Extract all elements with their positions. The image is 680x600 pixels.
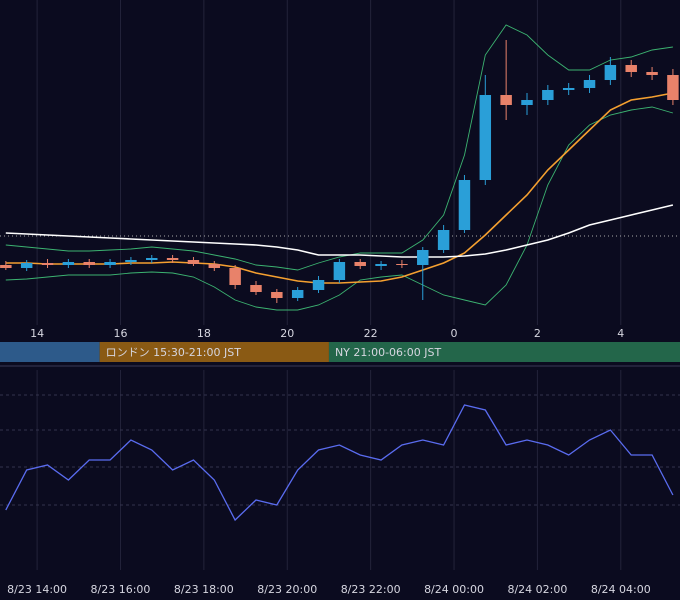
- candle-body: [0, 265, 12, 268]
- indicator-line: [5, 404, 674, 522]
- candle-body: [312, 280, 325, 290]
- x-tick-label: 8/24 02:00: [507, 583, 567, 596]
- candle-body: [458, 180, 471, 230]
- candle-body: [562, 88, 575, 90]
- candle-body: [83, 262, 95, 265]
- candle-body: [208, 264, 221, 268]
- indicator-line: [5, 106, 674, 311]
- candle-body: [604, 65, 617, 80]
- candle-body: [646, 72, 658, 75]
- candle-body: [166, 258, 179, 260]
- candle-body: [500, 95, 512, 105]
- candle-body: [41, 263, 54, 265]
- candle-body: [146, 258, 158, 260]
- x-tick-label: 8/24 00:00: [424, 583, 484, 596]
- session-label: ロンドン 15:30-21:00 JST: [106, 346, 242, 359]
- session-band: [328, 342, 680, 362]
- x-tick-label: 8/23 18:00: [174, 583, 234, 596]
- candle-body: [396, 264, 408, 265]
- x-tick-label: 4: [617, 327, 624, 340]
- candle-body: [375, 264, 387, 266]
- candle-body: [437, 230, 450, 250]
- candle-body: [229, 268, 241, 285]
- candle-body: [333, 262, 346, 280]
- candle-body: [271, 292, 283, 298]
- candle-body: [479, 95, 492, 180]
- x-tick-label: 20: [280, 327, 294, 340]
- candle-body: [62, 262, 75, 265]
- x-tick-label: 8/24 04:00: [591, 583, 651, 596]
- x-tick-label: 22: [364, 327, 378, 340]
- x-tick-label: 14: [30, 327, 44, 340]
- x-tick-label: 8/23 20:00: [257, 583, 317, 596]
- candle-body: [417, 250, 429, 265]
- session-band: [99, 342, 329, 362]
- candle-body: [625, 65, 637, 72]
- indicator-line: [5, 204, 674, 258]
- x-tick-label: 8/23 14:00: [7, 583, 67, 596]
- candle-body: [542, 90, 554, 100]
- x-tick-label: 2: [534, 327, 541, 340]
- candle-body: [521, 100, 533, 105]
- x-tick-label: 8/23 16:00: [91, 583, 151, 596]
- x-tick-label: 8/23 22:00: [341, 583, 401, 596]
- candle-body: [250, 285, 262, 292]
- candle-body: [187, 260, 200, 264]
- candle-body: [354, 262, 366, 266]
- session-label: NY 21:00-06:00 JST: [335, 346, 442, 359]
- session-band: [0, 342, 100, 362]
- x-tick-label: 0: [451, 327, 458, 340]
- candle-body: [291, 290, 304, 298]
- indicator-line: [5, 24, 673, 271]
- candle-body: [104, 262, 116, 265]
- x-tick-label: 18: [197, 327, 211, 340]
- candle-body: [583, 80, 596, 88]
- candle-body: [20, 263, 33, 268]
- x-tick-label: 16: [113, 327, 127, 340]
- candle-body: [125, 260, 137, 262]
- candle-body: [667, 75, 679, 100]
